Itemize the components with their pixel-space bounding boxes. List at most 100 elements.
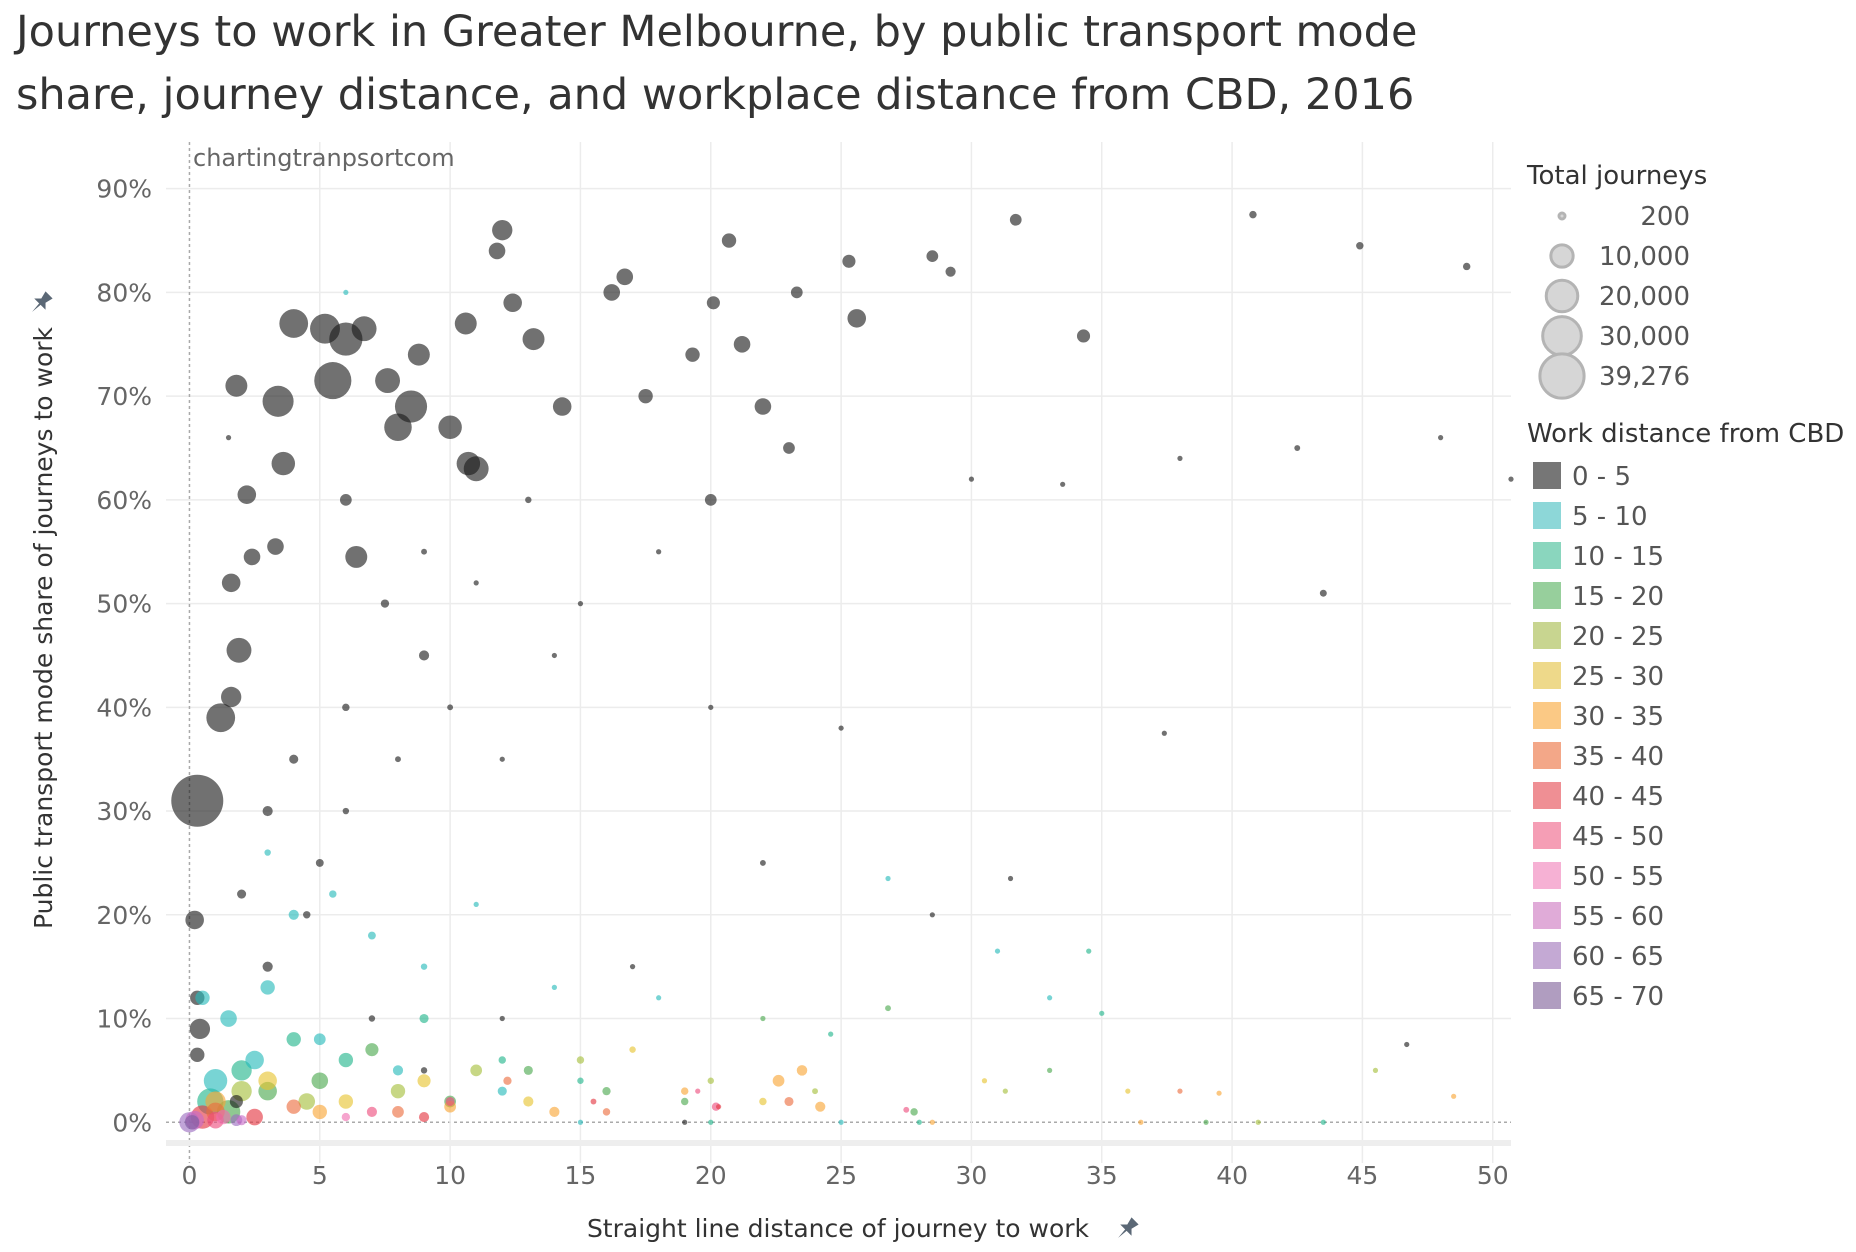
data-point[interactable]	[221, 573, 241, 593]
data-point[interactable]	[190, 1047, 205, 1063]
data-point[interactable]	[384, 413, 412, 442]
data-point[interactable]	[796, 1065, 808, 1076]
data-point[interactable]	[492, 220, 513, 241]
data-point[interactable]	[375, 368, 401, 394]
color-legend-label[interactable]: 0 - 5	[1572, 462, 1631, 492]
data-point[interactable]	[303, 911, 311, 919]
data-point[interactable]	[783, 442, 795, 454]
color-legend-swatch[interactable]	[1533, 782, 1561, 809]
data-point[interactable]	[759, 1097, 767, 1106]
data-point[interactable]	[708, 1119, 714, 1125]
data-point[interactable]	[1138, 1119, 1144, 1125]
color-legend-label[interactable]: 30 - 35	[1572, 702, 1664, 732]
color-legend-swatch[interactable]	[1533, 462, 1561, 489]
data-point[interactable]	[1255, 1119, 1261, 1125]
color-legend-label[interactable]: 15 - 20	[1572, 582, 1664, 612]
data-point[interactable]	[1438, 435, 1444, 441]
data-point[interactable]	[351, 316, 377, 342]
data-point[interactable]	[695, 1088, 701, 1094]
data-point[interactable]	[968, 476, 975, 482]
data-point[interactable]	[838, 725, 844, 731]
data-point[interactable]	[842, 254, 856, 268]
data-point[interactable]	[685, 347, 700, 362]
data-point[interactable]	[760, 1015, 766, 1022]
data-point[interactable]	[262, 805, 273, 817]
data-point[interactable]	[288, 909, 299, 920]
data-point[interactable]	[246, 1108, 263, 1126]
data-point[interactable]	[338, 1094, 354, 1109]
data-point[interactable]	[338, 1052, 354, 1068]
data-point[interactable]	[945, 266, 956, 277]
data-point[interactable]	[341, 1112, 351, 1122]
data-point[interactable]	[503, 293, 522, 313]
data-point[interactable]	[616, 268, 634, 286]
data-point[interactable]	[910, 1108, 918, 1116]
color-legend-swatch[interactable]	[1533, 502, 1561, 529]
data-point[interactable]	[267, 538, 284, 555]
data-point[interactable]	[784, 1096, 794, 1107]
data-point[interactable]	[715, 1104, 722, 1110]
data-point[interactable]	[704, 494, 717, 506]
data-point[interactable]	[343, 289, 349, 296]
pin-icon[interactable]	[26, 289, 54, 317]
data-point[interactable]	[602, 1108, 611, 1116]
data-point[interactable]	[231, 1060, 252, 1081]
data-point[interactable]	[418, 650, 430, 661]
color-legend-swatch[interactable]	[1533, 902, 1561, 929]
x-axis-title[interactable]: Straight line distance of journey to wor…	[587, 1214, 1090, 1243]
data-point[interactable]	[185, 910, 204, 930]
data-point[interactable]	[497, 1086, 507, 1096]
color-legend-label[interactable]: 35 - 40	[1572, 742, 1664, 772]
data-point[interactable]	[903, 1106, 910, 1113]
color-legend-label[interactable]: 60 - 65	[1572, 942, 1664, 972]
data-point[interactable]	[225, 435, 232, 441]
color-legend-label[interactable]: 55 - 60	[1572, 902, 1664, 932]
data-point[interactable]	[1508, 476, 1514, 482]
data-point[interactable]	[407, 343, 430, 366]
data-point[interactable]	[926, 250, 939, 262]
data-point[interactable]	[828, 1031, 834, 1037]
data-point[interactable]	[885, 1005, 891, 1012]
color-legend-swatch[interactable]	[1533, 982, 1561, 1009]
data-point[interactable]	[885, 875, 891, 882]
color-legend-swatch[interactable]	[1533, 942, 1561, 969]
data-point[interactable]	[656, 995, 662, 1001]
data-point[interactable]	[445, 1096, 455, 1107]
data-point[interactable]	[790, 286, 803, 299]
data-point[interactable]	[1372, 1067, 1379, 1073]
data-point[interactable]	[221, 686, 242, 708]
data-point[interactable]	[206, 703, 236, 733]
data-point[interactable]	[310, 313, 340, 344]
color-legend-label[interactable]: 65 - 70	[1572, 982, 1664, 1012]
color-legend-label[interactable]: 25 - 30	[1572, 662, 1664, 692]
data-point[interactable]	[225, 374, 248, 397]
data-point[interactable]	[1203, 1119, 1209, 1125]
data-point[interactable]	[421, 548, 427, 555]
data-point[interactable]	[721, 233, 737, 248]
data-point[interactable]	[1294, 445, 1301, 451]
data-point[interactable]	[366, 1106, 378, 1117]
data-point[interactable]	[552, 397, 572, 416]
color-legend-swatch[interactable]	[1533, 702, 1561, 729]
data-point[interactable]	[314, 362, 352, 400]
data-point[interactable]	[629, 1046, 636, 1053]
data-point[interactable]	[929, 912, 935, 918]
data-point[interactable]	[438, 415, 462, 439]
data-point[interactable]	[237, 485, 257, 504]
data-point[interactable]	[1099, 1010, 1105, 1016]
data-point[interactable]	[1125, 1088, 1131, 1094]
data-point[interactable]	[1404, 1041, 1410, 1048]
data-point[interactable]	[772, 1074, 785, 1087]
data-point[interactable]	[419, 1013, 429, 1024]
data-point[interactable]	[577, 1119, 584, 1125]
data-point[interactable]	[367, 931, 376, 940]
data-point[interactable]	[315, 858, 324, 867]
data-point[interactable]	[339, 494, 352, 506]
data-point[interactable]	[345, 545, 368, 568]
data-point[interactable]	[1177, 455, 1183, 461]
data-point[interactable]	[1047, 995, 1053, 1001]
data-point[interactable]	[522, 328, 545, 351]
data-point[interactable]	[503, 1076, 512, 1085]
color-legend-label[interactable]: 20 - 25	[1572, 622, 1664, 652]
data-point[interactable]	[1462, 262, 1471, 271]
